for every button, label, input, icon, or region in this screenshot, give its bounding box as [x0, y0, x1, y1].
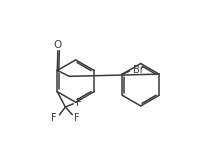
- Text: O: O: [54, 40, 62, 50]
- Text: F: F: [51, 113, 57, 123]
- Text: Br: Br: [133, 65, 143, 76]
- Text: F: F: [76, 98, 82, 108]
- Text: F: F: [74, 113, 80, 123]
